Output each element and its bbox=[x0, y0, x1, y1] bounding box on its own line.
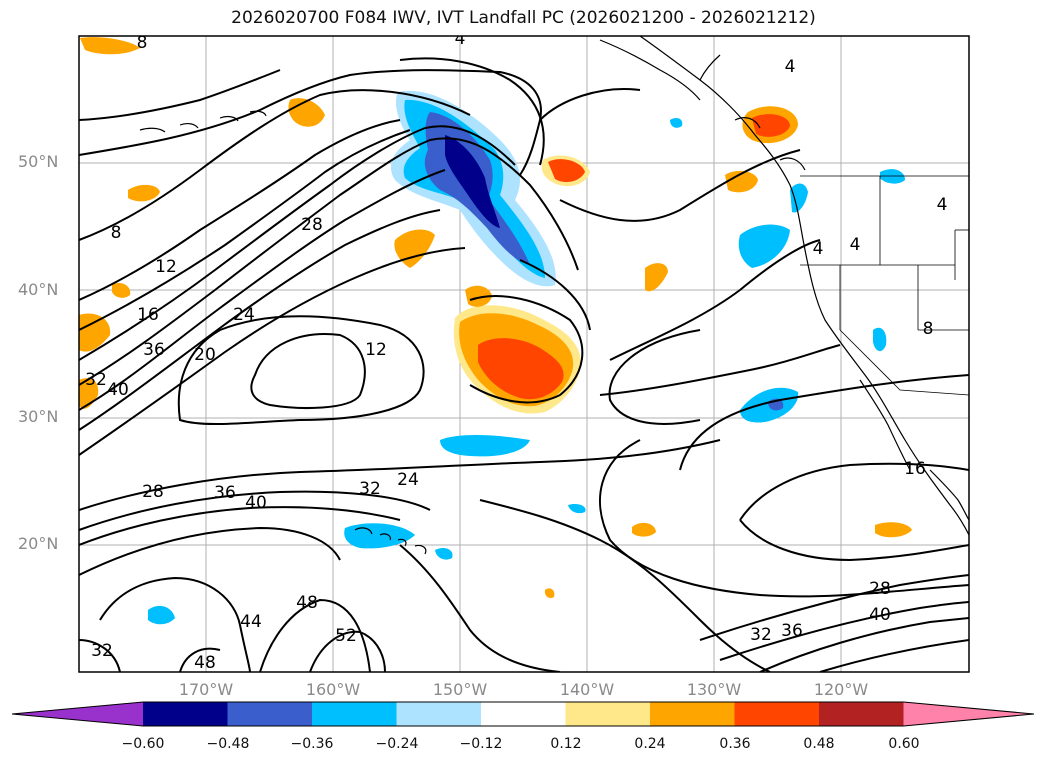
colorbar-segment bbox=[819, 702, 904, 726]
colorbar-tick: −0.24 bbox=[375, 736, 419, 752]
contour-label: 36 bbox=[214, 483, 236, 503]
lat-label: 20°N bbox=[18, 534, 59, 553]
colorbar-segment bbox=[312, 702, 397, 726]
lat-label: 40°N bbox=[18, 280, 59, 299]
colorbar-segment bbox=[650, 702, 735, 726]
shade-negative-core bbox=[445, 135, 500, 228]
contour-label: 52 bbox=[335, 626, 357, 646]
colorbar-segment bbox=[396, 702, 482, 726]
lon-label: 160°W bbox=[305, 680, 361, 699]
colorbar-tick: 0.48 bbox=[803, 736, 835, 752]
contour-label: 4 bbox=[813, 239, 824, 259]
map-frame bbox=[78, 35, 970, 673]
contour-label: 8 bbox=[923, 319, 934, 339]
contour-label: 40 bbox=[245, 493, 267, 513]
colorbar-segment bbox=[565, 702, 651, 726]
contour-label: 28 bbox=[869, 579, 891, 599]
colorbar-tick: 0.60 bbox=[888, 736, 920, 752]
lon-label: 130°W bbox=[686, 680, 742, 699]
aleutians bbox=[139, 110, 267, 133]
lat-label: 50°N bbox=[18, 152, 59, 171]
contour-label: 28 bbox=[142, 482, 164, 502]
contour-label: 20 bbox=[194, 345, 216, 365]
colorbar-segment bbox=[227, 702, 313, 726]
contour-label: 32 bbox=[359, 479, 381, 499]
colorbar-segment bbox=[734, 702, 820, 726]
pc-shading bbox=[79, 37, 912, 625]
contour-label: 4 bbox=[455, 29, 466, 49]
colorbar-tick: −0.48 bbox=[206, 736, 250, 752]
iwv-contours bbox=[79, 57, 969, 672]
contour-label: 12 bbox=[155, 257, 177, 277]
colorbar-tick: −0.36 bbox=[290, 736, 334, 752]
contour-label: 8 bbox=[137, 33, 148, 53]
contour-label: 32 bbox=[91, 641, 113, 661]
contour-label: 36 bbox=[781, 621, 803, 641]
contour-label: 24 bbox=[397, 470, 419, 490]
contour-label: 44 bbox=[240, 612, 262, 632]
colorbar bbox=[11, 701, 1035, 727]
contour-label: 16 bbox=[137, 305, 159, 325]
colorbar-tick: 0.24 bbox=[634, 736, 666, 752]
colorbar-extension-low bbox=[12, 702, 143, 726]
contour-label-group: 8 4 4 4 4 4 8 12 16 20 24 28 36 32 40 12… bbox=[85, 29, 948, 673]
contour-label: 12 bbox=[365, 340, 387, 360]
colorbar-tick: 0.36 bbox=[719, 736, 751, 752]
contour-label: 16 bbox=[904, 459, 926, 479]
lat-label: 30°N bbox=[18, 407, 59, 426]
north-america-coast bbox=[639, 36, 969, 536]
lon-label: 140°W bbox=[559, 680, 615, 699]
contour-label: 24 bbox=[233, 305, 255, 325]
contour-label: 48 bbox=[296, 593, 318, 613]
colorbar-tick: −0.12 bbox=[459, 736, 503, 752]
contour-label: 32 bbox=[85, 370, 107, 390]
lon-label: 150°W bbox=[432, 680, 488, 699]
contour-label: 40 bbox=[869, 605, 891, 625]
contour-label: 4 bbox=[785, 57, 796, 77]
shade-positive-strong bbox=[478, 338, 564, 400]
colorbar-outline bbox=[11, 701, 1035, 727]
mexico-coast bbox=[929, 469, 969, 521]
contour-label: 40 bbox=[107, 380, 129, 400]
map-title: 2026020700 F084 IWV, IVT Landfall PC (20… bbox=[231, 8, 816, 28]
colorbar-tick: −0.60 bbox=[121, 736, 165, 752]
coastlines bbox=[139, 36, 969, 555]
contour-label: 48 bbox=[194, 653, 216, 673]
contour-label: 28 bbox=[301, 215, 323, 235]
colorbar-extension-high bbox=[903, 702, 1034, 726]
contour-label: 4 bbox=[937, 195, 948, 215]
contour-label: 4 bbox=[850, 235, 861, 255]
contour-label: 36 bbox=[143, 340, 165, 360]
colorbar-segment bbox=[481, 702, 566, 726]
alaska-panhandle bbox=[599, 39, 701, 101]
colorbar-segment bbox=[143, 702, 228, 726]
baja-coast bbox=[859, 379, 911, 471]
colorbar-tick: 0.12 bbox=[550, 736, 582, 752]
contour-label: 32 bbox=[750, 625, 772, 645]
borders bbox=[800, 175, 969, 396]
contour-label: 8 bbox=[111, 223, 122, 243]
hawaii-islands bbox=[354, 527, 427, 555]
lon-label: 120°W bbox=[813, 680, 869, 699]
lon-label: 170°W bbox=[178, 680, 234, 699]
